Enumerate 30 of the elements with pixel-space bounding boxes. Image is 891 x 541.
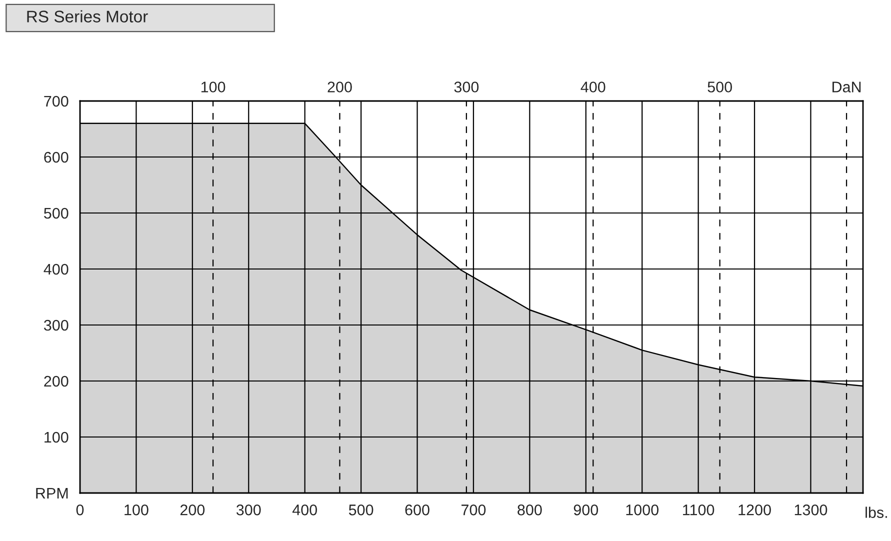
- x2-tick-label: 500: [708, 82, 732, 92]
- x-tick-label: 100: [124, 504, 148, 516]
- x2-tick-label: 300: [454, 82, 479, 92]
- x-axis-title: lbs.: [866, 506, 887, 518]
- y-tick-label: 700: [44, 96, 68, 107]
- x-tick-label: 0: [76, 504, 84, 516]
- y-tick-label: 100: [44, 432, 68, 443]
- y-tick-label: RPM: [36, 488, 68, 499]
- x2-tick-label: 400: [580, 82, 606, 92]
- x2-tick-label: DaN: [832, 82, 861, 92]
- x-tick-label: 900: [574, 504, 598, 516]
- x-tick-label: 800: [518, 504, 542, 516]
- y-tick-label: 500: [44, 208, 68, 219]
- x2-tick-label: 200: [328, 82, 352, 92]
- x-tick-label: 500: [348, 504, 374, 516]
- x-tick-label: 1100: [683, 504, 714, 516]
- x-tick-label: 600: [405, 504, 430, 516]
- x2-tick-label: 100: [201, 82, 226, 92]
- chart-title: RS Series Motor: [27, 10, 148, 22]
- x-tick-label: 1300: [794, 504, 828, 516]
- y-tick-label: 300: [44, 320, 68, 331]
- x-tick-label: 700: [462, 504, 486, 516]
- x-tick-label: 1200: [738, 504, 771, 516]
- x-tick-label: 200: [180, 504, 205, 516]
- y-tick-label: 400: [44, 264, 68, 275]
- x-tick-label: 300: [236, 504, 261, 516]
- x-tick-label: 400: [292, 504, 317, 516]
- x-tick-label: 1000: [626, 504, 658, 516]
- y-tick-label: 200: [44, 376, 68, 387]
- y-tick-label: 600: [44, 152, 68, 163]
